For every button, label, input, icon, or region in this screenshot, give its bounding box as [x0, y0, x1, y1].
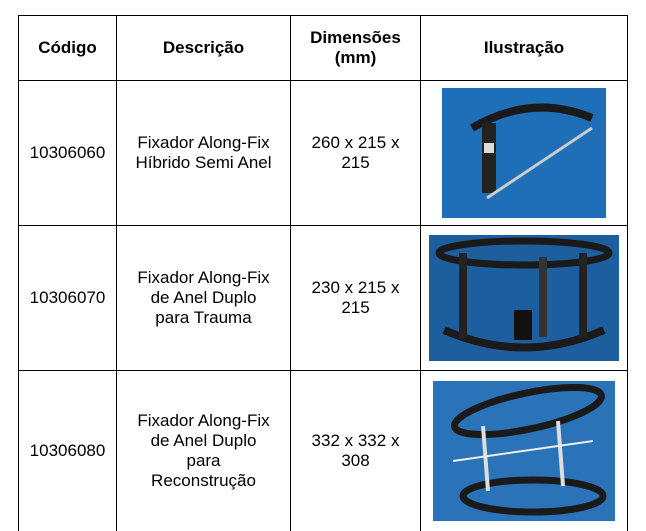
line: 215 [341, 153, 369, 172]
line: Reconstrução [151, 471, 256, 490]
line: Fixador Along-Fix [137, 411, 269, 430]
line: 308 [341, 451, 369, 470]
product-table: Código Descrição Dimensões(mm) Ilustraçã… [18, 15, 628, 531]
line: 260 x 215 x [312, 133, 400, 152]
line: para Trauma [155, 308, 251, 327]
header-line: Dimensões [310, 28, 401, 47]
image [429, 235, 619, 361]
line: Fixador Along-Fix [137, 268, 269, 287]
header-row: Código Descrição Dimensões(mm) Ilustraçã… [19, 16, 628, 81]
code: 10306070 [19, 226, 117, 371]
line: Híbrido Semi Anel [135, 153, 271, 172]
header-cell: Código [19, 16, 117, 81]
line: 332 x 332 x [312, 431, 400, 450]
line: de Anel Duplo [151, 431, 257, 450]
illustration [421, 81, 628, 226]
code: 10306060 [19, 81, 117, 226]
image [442, 88, 606, 218]
line: para [186, 451, 220, 470]
line: 215 [341, 298, 369, 317]
line: Fixador Along-Fix [137, 133, 269, 152]
header-line: (mm) [335, 48, 377, 67]
line: de Anel Duplo [151, 288, 257, 307]
image [433, 381, 615, 521]
illustration [421, 226, 628, 371]
header-cell: Dimensões(mm) [291, 16, 421, 81]
line: 230 x 215 x [312, 278, 400, 297]
code: 10306080 [19, 371, 117, 531]
header-cell: Ilustração [421, 16, 628, 81]
illustration [421, 371, 628, 531]
header-cell: Descrição [117, 16, 291, 81]
